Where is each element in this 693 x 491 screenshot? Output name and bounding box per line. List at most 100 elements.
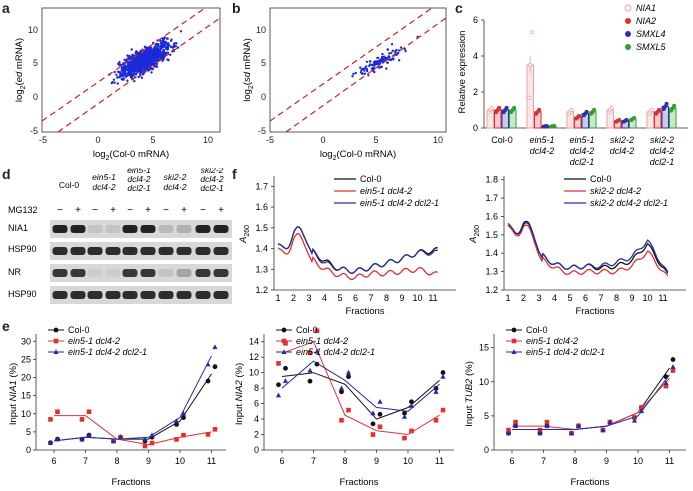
x-tick-label: 8 [384,293,389,303]
y-tick-label: 5 [26,427,31,437]
scatter-point [116,82,120,85]
y-tick-label: 0 [484,445,489,455]
blot-band [213,291,229,299]
scatter-point [170,38,173,41]
data-point [433,418,439,423]
data-point [569,107,574,112]
legend-marker-nia2 [625,18,631,24]
scatter-point [145,61,148,65]
data-point [639,405,644,410]
x-tick: 10 [433,135,443,145]
x-tick-label: 7 [311,456,316,466]
scatter-point [128,65,132,69]
data-point [552,124,557,128]
scatter-point [155,49,158,52]
legend-marker [511,349,517,354]
y-tick-label: 0 [26,445,31,455]
blot-band [213,247,229,255]
data-point [314,348,320,354]
scatter-point [124,66,128,69]
western-blot-d: Col-0 ein5-1 dcl4-2 ein5-1 dcl4-2 dcl2-1 sk… [8,168,232,304]
fold-line-lower [57,17,221,133]
y-axis-label: log2(ed mRNA) [14,38,27,102]
mg132-sign: − [127,205,133,216]
x-tick-label: 5 [337,293,342,303]
legend-marker [511,327,517,333]
scatter-point [136,51,139,55]
y-axis-label: Input NIA2 (%) [234,363,245,425]
legend-label: Col-0 [68,325,90,335]
scatter-point [141,61,145,64]
scatter-point [360,72,364,75]
y-tick-label: 1.2 [485,285,498,295]
panel-b-label: b [232,0,241,16]
legend-marker [53,338,59,344]
blot-band [213,269,229,277]
blot-row-label: HSP90 [8,289,37,299]
scatter-point [161,53,164,56]
data-point [377,398,383,404]
y-tick-label: 10 [249,368,259,378]
blot-band [195,247,211,255]
mg132-label: MG132 [8,205,38,215]
line-chart-e-nia2: 0 2 4 6 8 10 12 14 6 7 8 9 10 11 Input NIA2 (%) Fract… [234,325,454,488]
data-point [504,105,509,110]
x-tick: 0 [95,135,100,145]
y-tick-label: 1.8 [485,175,498,185]
x-tick-label: 4 [552,293,557,303]
scatter-point [169,45,173,48]
scatter-point [379,58,383,61]
data-point [657,107,662,112]
y-tick-label: 6 [254,399,259,409]
legend-col0: Col-0 [590,174,612,184]
y-tick-label: 1.7 [255,181,268,191]
scatter-point [162,49,165,53]
y-tick-label: 0 [254,445,259,455]
scatter-point [173,42,176,45]
scatter-point [388,58,391,61]
y-tick-label: 0 [473,123,478,133]
data-point [600,427,606,433]
data-point [624,117,629,122]
y-tick-label: 1.4 [255,244,268,254]
x-tick-label: 6 [509,456,514,466]
blot-band [140,291,156,299]
legend-label: ein5-1 dcl4-2 dcl2-1 [296,347,375,357]
x-tick-label: 9 [374,456,379,466]
scatter-point [161,41,164,44]
scatter-point [140,76,144,80]
x-tick: 0 [320,135,325,145]
x-tick-label: 4 [322,293,327,303]
data-point [433,385,439,391]
scatter-point [120,66,124,69]
scatter-plot-b: -5 0 5 10 -5 0 5 10 log2(Col-0 mRNA) log… [242,7,447,162]
scatter-point [388,52,391,55]
panel-e-label: e [2,318,10,334]
fold-line-upper [269,7,433,122]
series-line [53,355,212,442]
x-axis-label: Fractions [111,477,150,488]
blot-band [140,247,156,255]
y-axis-label: A260 [238,225,251,244]
blot-band [70,291,86,299]
blot-band [52,247,68,255]
scatter-point [360,69,363,72]
data-point [506,427,511,433]
data-point [649,107,654,112]
scatter-point [116,76,119,79]
legend-smxl5: SMXL5 [636,42,667,52]
x-tick: 5 [373,135,378,145]
data-point [663,383,669,389]
data-point [537,107,542,112]
scatter-point [150,48,153,51]
y-tick-label: 1.5 [485,230,498,240]
x-tick-label: 7 [368,293,373,303]
data-point [489,105,494,110]
scatter-point [359,66,362,69]
scatter-point [395,48,398,52]
data-point [276,361,281,366]
data-point [402,435,407,441]
data-point [631,417,638,423]
blot-band [122,225,138,233]
data-point [568,430,575,436]
